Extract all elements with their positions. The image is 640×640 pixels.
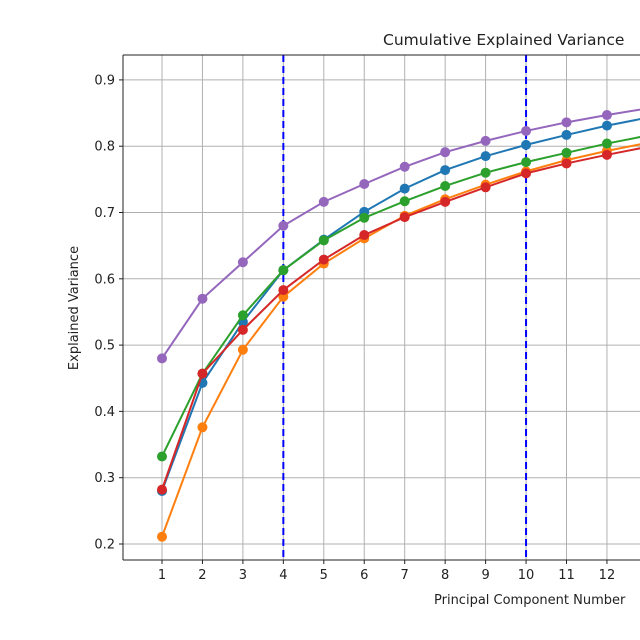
series-4-point <box>318 254 329 265</box>
x-tick-label: 1 <box>158 568 166 583</box>
series-2-point <box>197 422 208 433</box>
x-tick-label: 9 <box>481 568 489 583</box>
series-3-point <box>157 451 167 462</box>
series-3-point <box>278 265 289 276</box>
series-4-point <box>561 158 572 169</box>
series-group <box>157 108 640 542</box>
series-1-point <box>601 120 612 131</box>
series-4-point <box>197 368 208 379</box>
series-3-point <box>318 235 329 246</box>
series-4-point <box>399 212 410 223</box>
y-tick-label: 0.3 <box>94 471 115 486</box>
x-tick-label: 6 <box>360 568 368 583</box>
series-4-point <box>157 484 167 495</box>
series-4-point <box>601 149 612 160</box>
threshold-lines <box>282 55 528 560</box>
x-tick-label: 12 <box>599 568 616 583</box>
series-5-point <box>157 353 167 364</box>
series-3-point <box>561 147 572 158</box>
series-3-point <box>237 310 248 321</box>
series-1-point <box>480 151 491 162</box>
x-tick-label: 11 <box>558 568 575 583</box>
y-tick-label: 0.9 <box>94 73 115 88</box>
series-4-point <box>237 324 248 335</box>
series-2-point <box>157 531 167 542</box>
x-axis-label: Principal Component Number <box>434 593 626 608</box>
series-1-point <box>561 129 572 140</box>
series-3-point <box>399 196 410 207</box>
series-1-point <box>399 183 410 194</box>
chart-title: Cumulative Explained Variance <box>383 31 624 49</box>
series-1-line <box>161 118 640 492</box>
y-axis-label: Explained Variance <box>67 246 82 370</box>
series-5-point <box>359 178 370 189</box>
x-tick-label: 8 <box>441 568 449 583</box>
x-tick-label: 4 <box>279 568 287 583</box>
series-5-point <box>440 147 451 158</box>
x-tick-label: 10 <box>518 568 535 583</box>
series-4-point <box>521 168 532 179</box>
series-5-point <box>561 117 572 128</box>
y-tick-label: 0.6 <box>94 272 115 287</box>
series-4-point <box>359 230 370 241</box>
y-tick-label: 0.4 <box>94 405 115 420</box>
x-tick-label: 3 <box>239 568 247 583</box>
grid <box>123 55 640 560</box>
x-tick-label: 2 <box>198 568 206 583</box>
series-5-point <box>521 125 532 136</box>
series-5-point <box>601 110 612 121</box>
y-tick-label: 0.5 <box>94 339 115 354</box>
y-tick-label: 0.2 <box>94 538 115 553</box>
series-5-point <box>480 135 491 146</box>
series-5-point <box>318 196 329 207</box>
series-3-point <box>480 167 491 178</box>
series-5-point <box>278 220 289 231</box>
series-2-point <box>237 344 248 355</box>
y-tick-label: 0.8 <box>94 140 115 155</box>
series-4-point <box>480 182 491 193</box>
series-1-point <box>440 165 451 176</box>
series-5-point <box>237 257 248 268</box>
series-1-point <box>521 139 532 150</box>
series-3-point <box>440 180 451 191</box>
axes: 0.20.30.40.50.60.70.80.91234567891011121… <box>94 54 640 583</box>
series-3-point <box>521 157 532 168</box>
x-tick-label: 7 <box>401 568 409 583</box>
series-3-point <box>601 138 612 149</box>
series-4-point <box>278 285 289 296</box>
series-3-line <box>161 136 640 457</box>
series-3-point <box>359 212 370 223</box>
x-tick-label: 5 <box>320 568 328 583</box>
series-4-point <box>440 196 451 207</box>
y-tick-label: 0.7 <box>94 206 115 221</box>
series-5-point <box>197 293 208 304</box>
series-5-point <box>399 161 410 172</box>
